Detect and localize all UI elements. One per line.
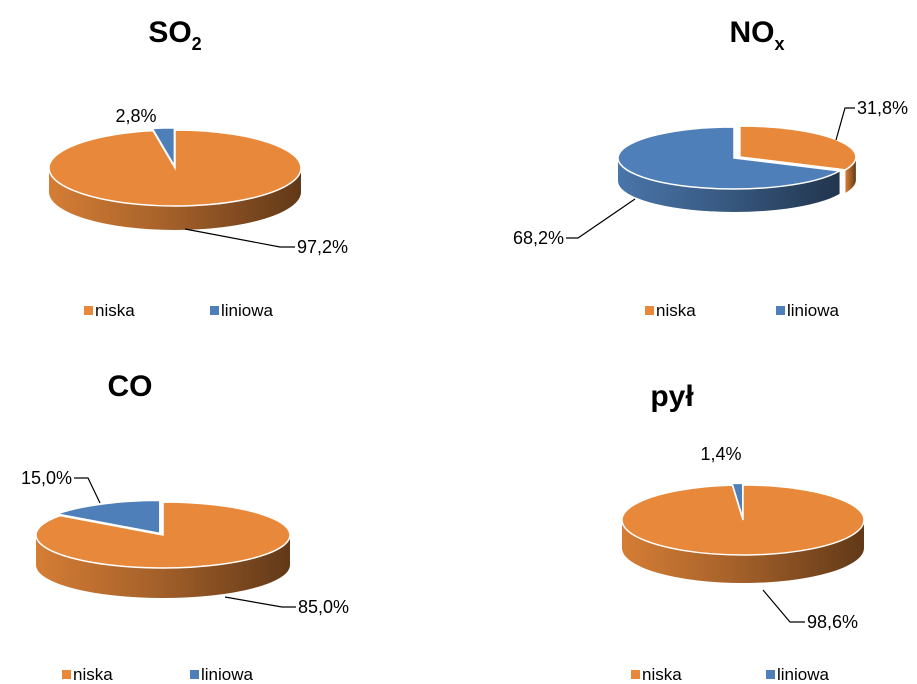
legend-co: niska liniowa [62, 665, 254, 684]
legend-swatch-niska [62, 670, 71, 679]
legend-label-liniowa: liniowa [221, 301, 274, 320]
legend-swatch-liniowa [210, 306, 219, 315]
leader-line-so2-niska [184, 228, 295, 248]
data-label-so2-liniowa: 2,8% [115, 106, 156, 126]
chart-title-co: CO [108, 370, 153, 403]
pie-slice-side-niska [845, 156, 856, 193]
legend-swatch-liniowa [190, 670, 199, 679]
legend-label-liniowa: liniowa [201, 665, 254, 684]
legend-swatch-liniowa [776, 306, 785, 315]
legend-pyl: niska liniowa [631, 665, 830, 684]
data-label-nox-niska: 31,8% [857, 98, 908, 118]
leader-line-nox-liniowa [566, 198, 636, 239]
pie-slice-side-niska [622, 520, 864, 583]
leader-line-co-liniowa [74, 477, 101, 504]
legend-swatch-niska [645, 306, 654, 315]
chart-title-pyl: pył [650, 380, 694, 413]
data-label-pyl-niska: 98,6% [807, 612, 858, 632]
data-label-co-liniowa: 15,0% [21, 468, 72, 488]
chart-title-nox: NOx [729, 16, 784, 54]
legend-label-niska: niska [642, 665, 682, 684]
data-label-pyl-liniowa: 1,4% [700, 444, 741, 464]
pie-slice-side-liniowa [618, 158, 840, 212]
legend-label-liniowa: liniowa [777, 665, 830, 684]
legend-label-liniowa: liniowa [787, 301, 840, 320]
pie-slice-liniowa [54, 499, 161, 535]
data-label-co-niska: 85,0% [298, 597, 349, 617]
pie-co [35, 499, 291, 598]
pie-slice-liniowa [151, 127, 176, 169]
pie-slice-liniowa [731, 482, 744, 519]
pie-slice-niska [621, 484, 865, 556]
pie-nox [617, 125, 857, 212]
leader-line-co-niska [224, 596, 296, 608]
data-label-so2-niska: 97,2% [297, 237, 348, 257]
legend-so2: niska liniowa [84, 301, 274, 320]
data-label-nox-liniowa: 68,2% [513, 228, 564, 248]
pie-slice-niska [35, 501, 291, 569]
legend-nox: niska liniowa [645, 301, 840, 320]
pie-slice-niska [739, 125, 857, 171]
pie-so2 [48, 127, 302, 230]
legend-swatch-niska [631, 670, 640, 679]
legend-label-niska: niska [656, 301, 696, 320]
pie-pyl [621, 482, 865, 583]
leader-line-nox-niska [835, 107, 855, 141]
pie-slice-side-niska [36, 535, 290, 598]
pie-slice-liniowa [617, 126, 842, 190]
chart-title-so2: SO2 [148, 16, 201, 54]
leader-line-pyl-niska [762, 589, 805, 623]
legend-label-niska: niska [73, 665, 113, 684]
legend-label-niska: niska [95, 301, 135, 320]
pie-slice-side-niska [49, 168, 301, 230]
legend-swatch-liniowa [766, 670, 775, 679]
legend-swatch-niska [84, 306, 93, 315]
